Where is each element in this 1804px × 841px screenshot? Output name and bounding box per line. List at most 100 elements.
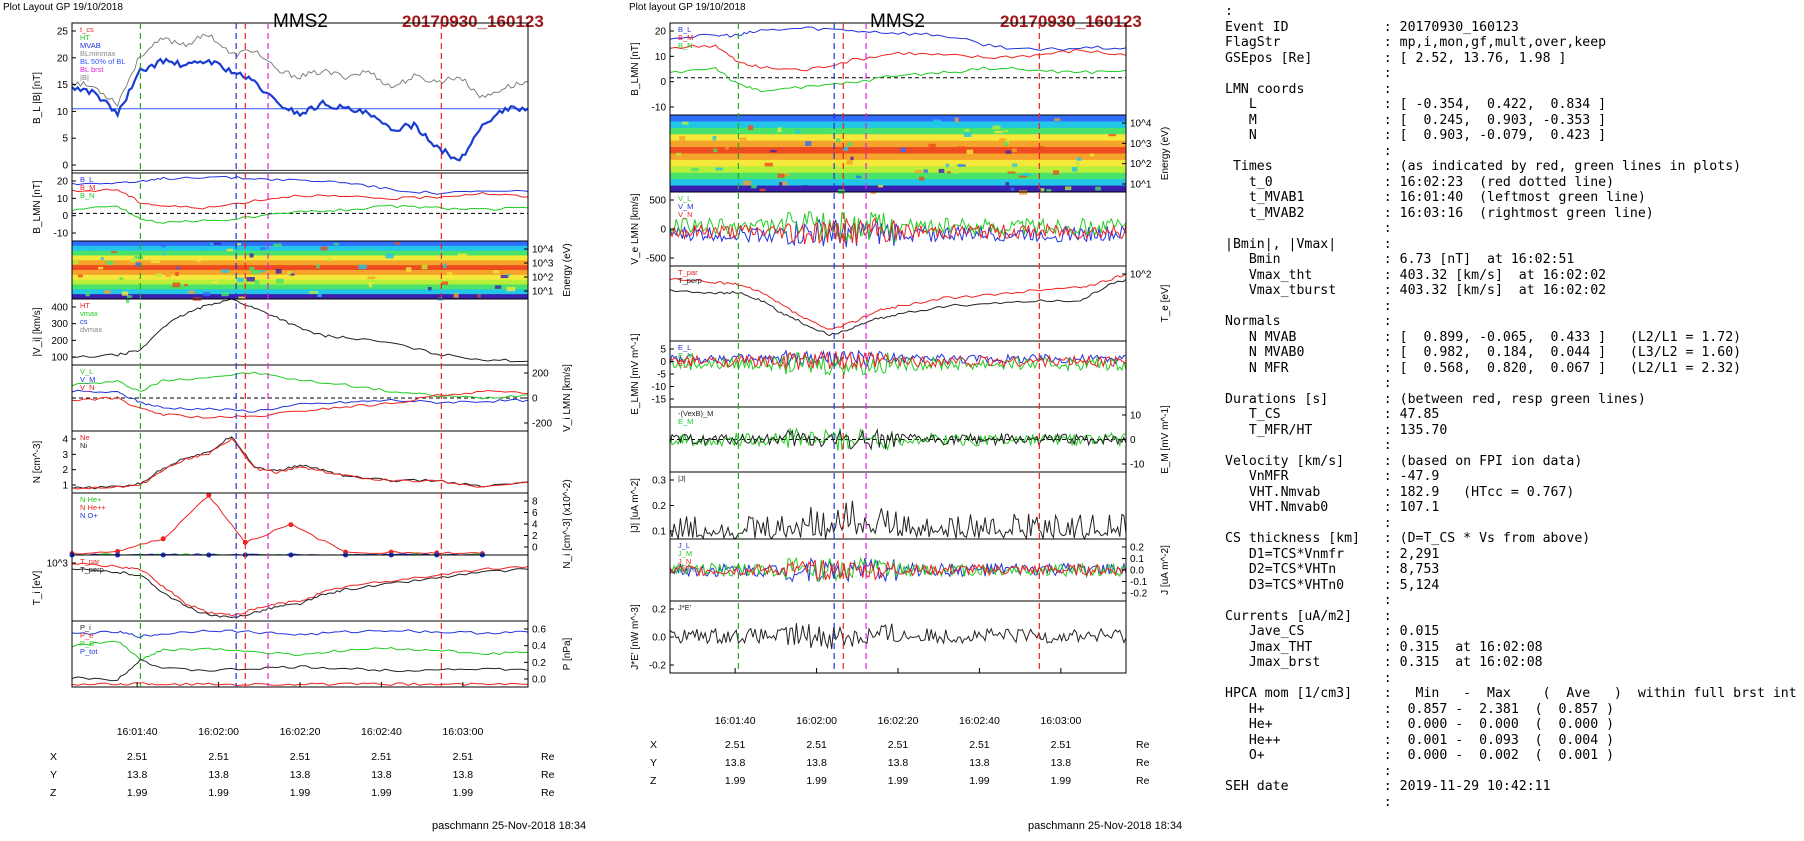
spectrogram-cell [1095,186,1101,191]
legend-entry: BLminmax [80,49,116,58]
ephemeris-value: 13.8 [888,757,909,769]
spectrogram-cell [457,253,467,256]
spectrogram-cell [226,248,234,252]
time-tick-label: 16:01:40 [715,715,756,727]
ephemeris-label: Y [50,769,57,781]
spectrogram-cell [212,281,218,284]
spectrogram-cell [405,267,412,272]
legend-entry: B_L [678,25,691,34]
spectrogram-cell [783,173,790,177]
series-line [71,389,529,419]
spectrogram-cell [246,276,255,282]
spectrogram-band [670,159,1126,167]
spectrogram-band [670,147,1126,154]
ephemeris-value: 13.8 [371,769,392,781]
spectrogram-cell [276,278,284,284]
data-point [242,539,248,545]
info-line: N MVAB0 : [ 0.982, 0.184, 0.044 ] (L3/L2… [1225,345,1742,360]
spectrogram-cell [257,270,266,273]
time-tick-label: 16:02:40 [361,726,402,738]
info-line: : [1225,515,1392,531]
spectrogram-cell [998,138,1007,143]
spectrogram-cell [273,243,282,247]
y-tick-label: 0.3 [652,476,666,487]
spectrogram-cell [938,168,945,173]
spectrogram-cell [176,266,180,270]
ephemeris-label: Z [50,787,57,799]
time-tick-label: 16:02:20 [280,726,321,738]
spectrogram-band [72,279,528,285]
spectrogram-cell [914,169,923,174]
spectrogram-cell [237,243,242,246]
spectrogram-band [72,294,528,300]
spectrogram-cell [835,138,841,143]
spectrogram-cell [770,150,777,153]
spectrogram-cell [1003,130,1009,133]
figure-1: Plot Layout GP 19/10/2018 MMS2 20170930_16… [3,2,586,832]
info-line: t_MVAB2 : 16:03:16 (rightmost green line… [1225,205,1654,221]
panel-9: 0.6 0.4 0.2 0.0 P [nPa] P_iP_eP_BP_tot [71,620,573,688]
spectrogram-cell [870,191,877,195]
spectrogram-cell [963,132,972,138]
info-line: Jave_CS : 0.015 [1225,624,1440,639]
y-tick-label: 0.6 [532,625,546,636]
legend-entry: T_perp [678,276,702,285]
spectrogram-band [670,166,1126,174]
y-tick-label: 20 [655,27,667,38]
spectrogram-cell [1010,187,1015,191]
y-tick-label: 0.1 [652,527,666,538]
spectrogram-cell [954,117,959,123]
spectrogram-cell [221,291,229,297]
ephemeris-unit: Re [1136,757,1150,769]
y-tick-label: 0 [1130,435,1136,446]
series-line [71,389,529,413]
y-tick-label: 500 [649,196,666,207]
legend-entry: B_M [678,33,693,42]
series-line [71,640,529,661]
legend-entry: t_cs [80,25,94,34]
y-axis-label: P [nPa] [562,637,573,670]
ephemeris-value: 2.51 [1051,739,1072,751]
spectrogram-cell [203,292,211,296]
y-axis-label: E_M [mV m^-1] [1160,405,1171,474]
spectrogram-cell [947,171,951,174]
y-tick-label: 10^4 [532,245,554,256]
info-line: : [1225,763,1392,779]
spectrogram-cell [121,291,129,296]
spectrogram-cell [966,149,974,155]
spectrogram-cell [715,167,723,171]
series-line [71,568,529,619]
spectrogram-band [670,172,1126,180]
series-line [669,350,1127,371]
spectrogram-cell [945,163,950,168]
spectrogram-cell [367,276,376,279]
spectrogram-cell [713,148,718,153]
ephemeris-value: 13.8 [1051,757,1072,769]
series-line [669,66,1127,93]
y-tick-label: 15 [57,80,69,91]
series-line [71,629,529,639]
spectrogram-cell [281,257,291,260]
info-line: Bmin : 6.73 [nT] at 16:02:51 [1225,252,1575,267]
ephemeris-value: 1.99 [453,787,474,799]
legend-entry: V_N [678,210,693,219]
info-line: : [1225,298,1392,314]
info-line: N MFR : [ 0.568, 0.820, 0.067 ] (L2/L1 =… [1225,360,1742,376]
y-tick-label: 200 [532,369,549,380]
spectrogram-cell [368,282,372,288]
y-tick-label: 20 [57,177,69,188]
series-line [669,273,1127,330]
ephemeris-value: 2.51 [127,751,148,763]
info-line: Vmax_tht : 403.32 [km/s] at 16:02:02 [1225,267,1607,283]
y-tick-label: -5 [657,370,666,381]
spectrogram-cell [85,291,90,297]
y-tick-label: 0.2 [532,658,546,669]
y-tick-label: 10 [655,52,667,63]
y-tick-label: 10^2 [1130,159,1152,170]
spectrogram-cell [156,273,162,278]
info-line: t_0 : 16:02:23 (red dotted line) [1225,174,1615,190]
ephemeris-value: 1.99 [888,775,909,787]
y-tick-label: 0.2 [1130,543,1144,554]
y-tick-label: 10^2 [532,273,554,284]
y-axis-label: B_LMN [nT] [32,180,43,234]
